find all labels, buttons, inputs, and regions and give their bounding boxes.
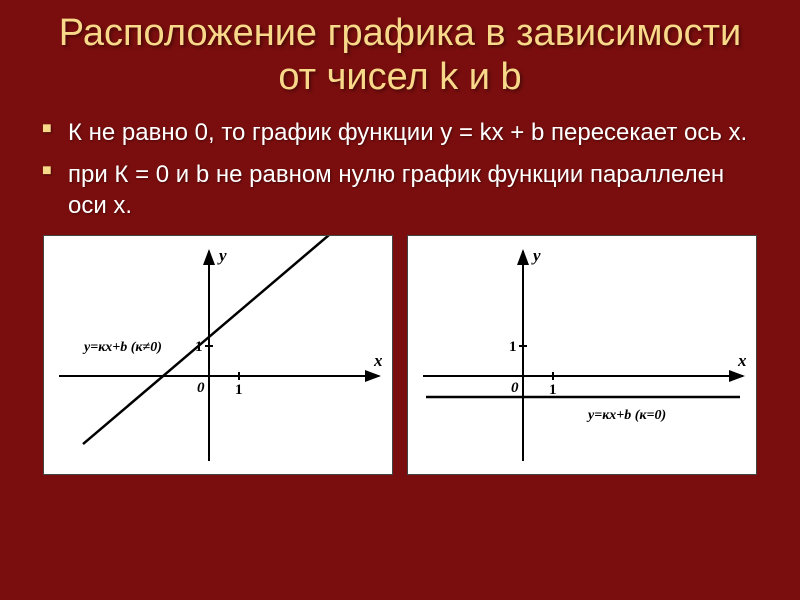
charts-row: 0 1 1 x y y=кx+b (к≠0) 0 1 1 x y y=кx+b (к=0) xyxy=(40,235,760,475)
svg-text:y=кx+b (к≠0): y=кx+b (к≠0) xyxy=(82,340,162,355)
slide: Расположение графика в зависимости от чи… xyxy=(0,0,800,600)
svg-text:0: 0 xyxy=(197,380,205,396)
svg-text:1: 1 xyxy=(509,339,517,355)
bullet-item: К не равно 0, то график функции y = kx +… xyxy=(68,117,760,148)
svg-text:1: 1 xyxy=(235,382,243,398)
slide-title: Расположение графика в зависимости от чи… xyxy=(40,12,760,99)
svg-text:0: 0 xyxy=(511,380,519,396)
svg-text:1: 1 xyxy=(549,382,557,398)
svg-text:y: y xyxy=(217,246,227,265)
svg-text:x: x xyxy=(737,351,747,370)
svg-text:x: x xyxy=(373,351,383,370)
chart-k-nonzero: 011xyy=кx+b (к≠0) xyxy=(43,235,393,475)
bullet-item: при К = 0 и b не равном нулю график функ… xyxy=(68,159,760,221)
chart-k-zero: 0 1 1 x y y=кx+b (к=0) xyxy=(407,235,757,475)
svg-text:y=кx+b (к=0): y=кx+b (к=0) xyxy=(586,408,666,423)
bullet-list: К не равно 0, то график функции y = kx +… xyxy=(40,117,760,221)
svg-text:y: y xyxy=(531,246,541,265)
